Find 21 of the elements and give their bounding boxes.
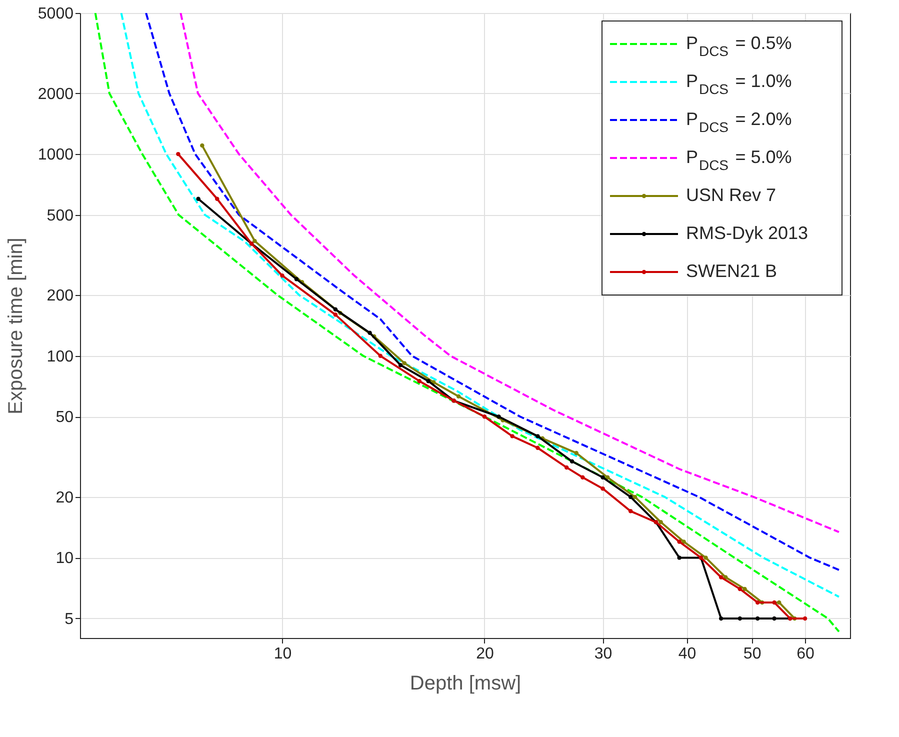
y-tick-label: 1000 bbox=[38, 146, 74, 164]
y-tick-label: 5000 bbox=[38, 6, 74, 22]
x-tick-label: 40 bbox=[678, 646, 696, 662]
y-tick-label: 10 bbox=[56, 550, 74, 568]
y-tick-label: 20 bbox=[56, 489, 74, 506]
x-tick-label: 20 bbox=[476, 646, 494, 662]
y-tick-label: 50 bbox=[56, 409, 74, 426]
y-tick-label: 100 bbox=[46, 348, 74, 366]
x-tick-label: 30 bbox=[594, 646, 612, 662]
y-tick-label: 2000 bbox=[38, 86, 74, 103]
y-axis-title: Exposure time [min] bbox=[4, 238, 27, 414]
y-tick-label: 500 bbox=[46, 207, 74, 224]
y-tick-label: 200 bbox=[46, 288, 74, 305]
y-tick-label: 5 bbox=[64, 610, 74, 628]
x-tick-label: 60 bbox=[796, 646, 815, 662]
x-tick-label: 10 bbox=[274, 646, 292, 662]
x-axis-title: Depth [msw] bbox=[410, 672, 522, 694]
x-tick-label: 50 bbox=[743, 646, 762, 662]
legend-label: RMS-Dyk 2013 bbox=[686, 223, 808, 243]
legend-label: SWEN21 B bbox=[686, 261, 778, 281]
legend-label: USN Rev 7 bbox=[686, 185, 776, 205]
